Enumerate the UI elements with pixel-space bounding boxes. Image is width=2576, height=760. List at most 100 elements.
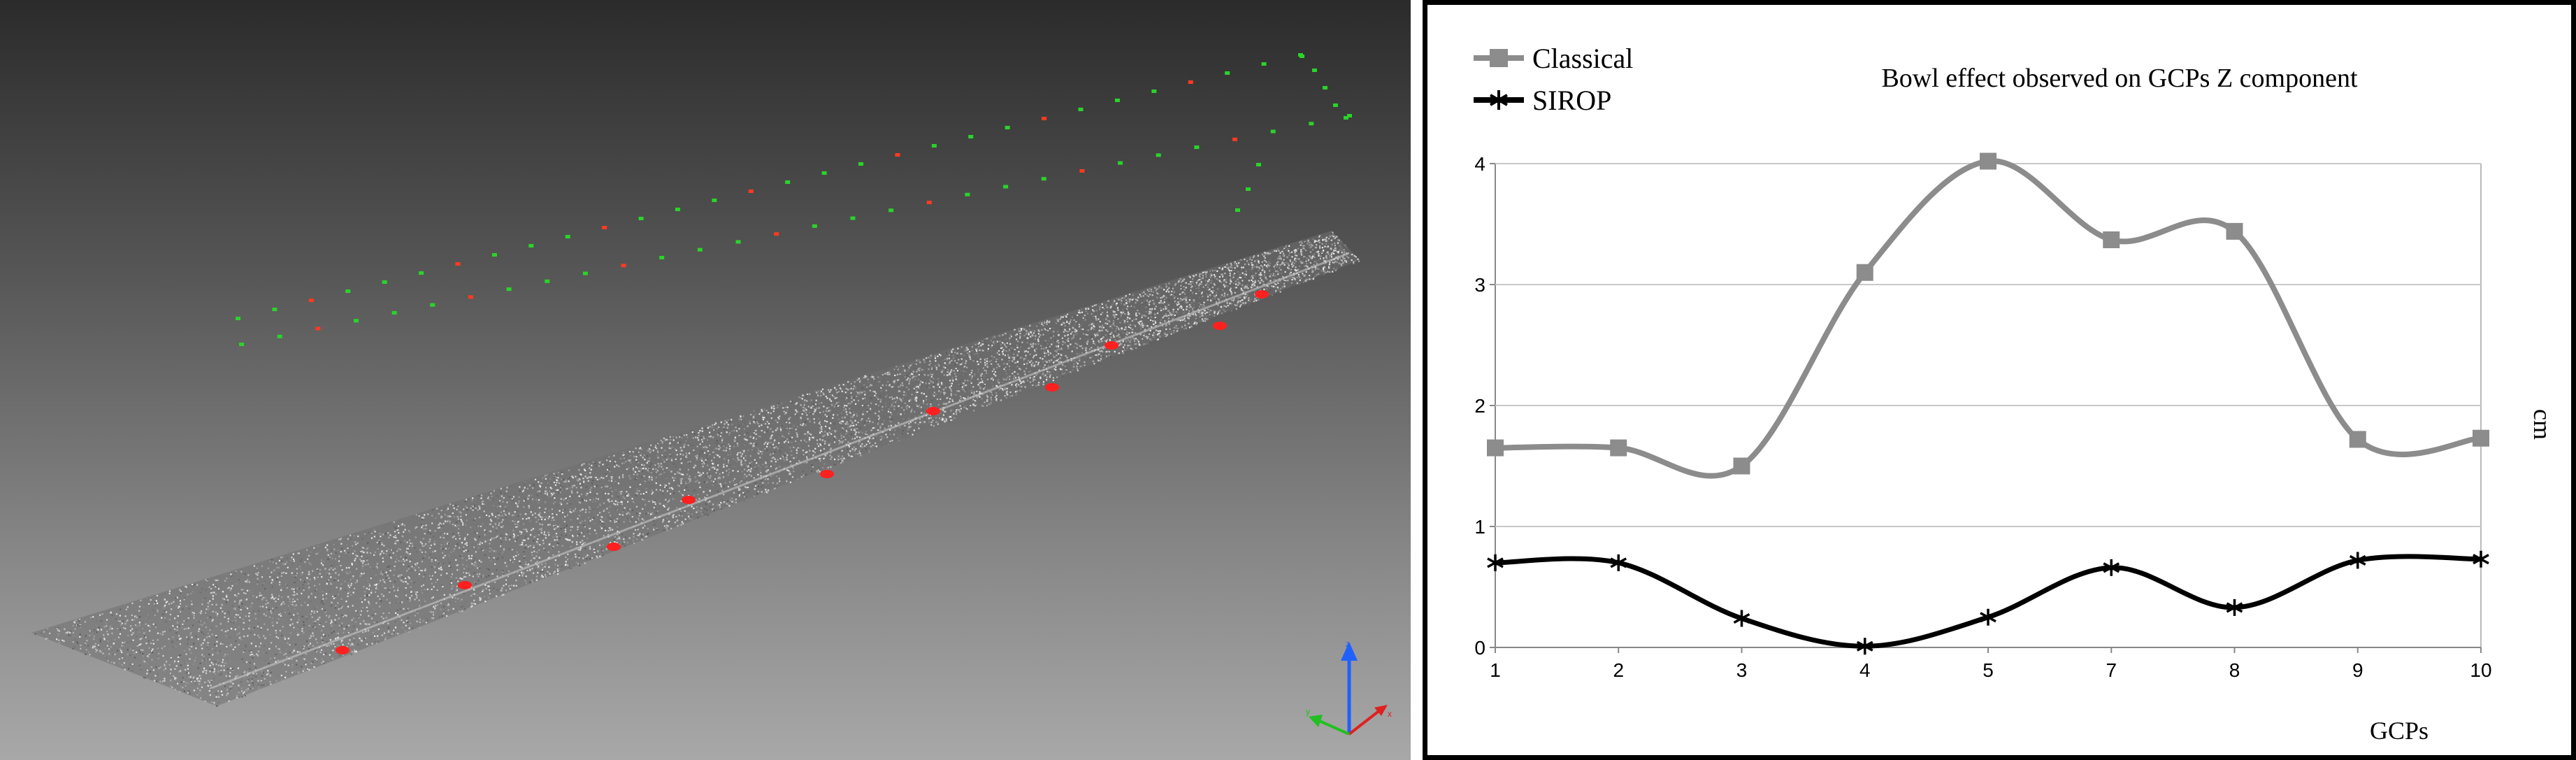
series-classical [1487, 152, 2489, 479]
camera-position-marker [315, 327, 321, 331]
gcp-marker [458, 581, 472, 589]
x-tick-label: 3 [1736, 659, 1748, 681]
gcp-marker [820, 470, 834, 478]
gcp-marker [1045, 383, 1059, 392]
x-tick-label: 5 [1983, 659, 1994, 681]
camera-position-marker [1042, 117, 1047, 120]
x-tick-label: 2 [1613, 659, 1624, 681]
data-point-classical [2473, 429, 2489, 447]
camera-position-marker [888, 208, 894, 213]
camera-position-marker [931, 144, 937, 148]
camera-position-marker [712, 199, 717, 202]
data-point-classical [2103, 231, 2120, 248]
camera-position-marker [1323, 86, 1327, 89]
data-point-classical [1856, 264, 1873, 281]
y-tick-label: 1 [1474, 516, 1485, 538]
camera-position-marker [277, 334, 282, 338]
camera-position-marker [1194, 145, 1200, 150]
x-tick-label: 1 [1490, 659, 1501, 681]
data-point-classical [1980, 152, 1996, 170]
data-point-sirop [1980, 608, 1996, 626]
y-tick-label: 0 [1474, 637, 1485, 659]
point-cloud-viewer[interactable]: z x y [0, 0, 1411, 760]
axis-gizmo[interactable]: z x y [1306, 639, 1392, 736]
camera-position-marker [1333, 103, 1338, 107]
camera-position-marker [528, 244, 534, 248]
x-axis-line [1348, 708, 1382, 736]
gcp-marker [607, 543, 621, 551]
gcp-marker [336, 646, 350, 654]
data-point-sirop [2103, 559, 2120, 576]
x-tick-label: 10 [2470, 659, 2491, 681]
x-axis-arrow-icon [1374, 705, 1388, 716]
asterisk-marker-icon [1489, 90, 1509, 110]
camera-position-marker [272, 308, 278, 311]
y-axis-title: cm [2528, 409, 2556, 440]
x-tick-label: 9 [2352, 659, 2363, 681]
camera-position-marker [1312, 69, 1317, 72]
data-point-classical [1487, 439, 1504, 457]
camera-position-marker [1235, 208, 1240, 212]
camera-position-marker [391, 310, 397, 315]
camera-position-marker [1079, 169, 1085, 173]
z-axis-label: z [1346, 639, 1350, 649]
camera-position-marker [748, 189, 754, 193]
camera-position-marker [1232, 137, 1238, 141]
x-tick-label: 4 [1859, 659, 1871, 681]
runway-surface [31, 231, 1360, 706]
point-cloud-canvas[interactable]: z x y [0, 0, 1411, 760]
series-sirop [1487, 550, 2489, 655]
camera-position-marker [785, 180, 791, 184]
camera-position-marker [1151, 89, 1157, 93]
data-point-classical [1733, 457, 1750, 475]
data-point-sirop [2226, 598, 2243, 616]
camera-position-marker [1309, 122, 1314, 126]
camera-position-marker [621, 264, 626, 268]
y-axis-line [1317, 719, 1350, 736]
camera-position-marker [1261, 62, 1267, 66]
flight-camera-positions [236, 53, 1352, 346]
camera-position-marker [1005, 126, 1010, 129]
camera-position-marker [506, 287, 512, 292]
data-point-sirop [2473, 550, 2489, 568]
camera-position-marker [582, 271, 588, 275]
chart-legend: Classical SIROP [1474, 43, 1633, 116]
camera-position-marker [1114, 99, 1120, 102]
camera-position-marker [821, 171, 827, 175]
camera-position-marker [1041, 177, 1046, 181]
camera-position-marker [812, 224, 817, 228]
data-point-sirop [1856, 638, 1873, 655]
camera-position-marker [565, 235, 570, 238]
camera-position-marker [1270, 129, 1276, 134]
series-line-classical [1495, 158, 2482, 479]
camera-position-marker [735, 240, 741, 244]
gcp-marker [1104, 341, 1118, 350]
camera-position-marker [1188, 80, 1193, 84]
camera-position-marker [545, 279, 550, 283]
y-axis-arrow-icon [1309, 715, 1323, 727]
data-point-classical [2349, 431, 2366, 448]
x-axis-title: GCPs [2370, 717, 2429, 745]
camera-position-marker [468, 295, 473, 299]
data-point-sirop [1610, 554, 1627, 571]
legend-item-classical: Classical [1474, 43, 1633, 74]
series-line-sirop [1495, 554, 2482, 649]
camera-position-marker [1347, 114, 1352, 117]
camera-position-marker [659, 255, 665, 259]
camera-position-marker [638, 217, 644, 220]
gcp-marker [926, 407, 940, 415]
camera-position-marker [602, 226, 607, 229]
chart-title: Bowl effect observed on GCPs Z component [1881, 64, 2358, 93]
point-cloud [31, 231, 1360, 707]
gcp-markers [336, 290, 1269, 654]
legend-item-sirop: SIROP [1474, 85, 1611, 116]
x-axis-label: x [1388, 709, 1392, 719]
camera-position-marker [1256, 163, 1261, 166]
data-point-sirop [1733, 610, 1750, 627]
x-tick-label: 7 [2106, 659, 2117, 681]
camera-position-marker [1078, 108, 1084, 111]
y-tick-label: 3 [1474, 274, 1485, 296]
square-marker-icon [1490, 49, 1508, 67]
runway-edge-line [209, 252, 1350, 690]
